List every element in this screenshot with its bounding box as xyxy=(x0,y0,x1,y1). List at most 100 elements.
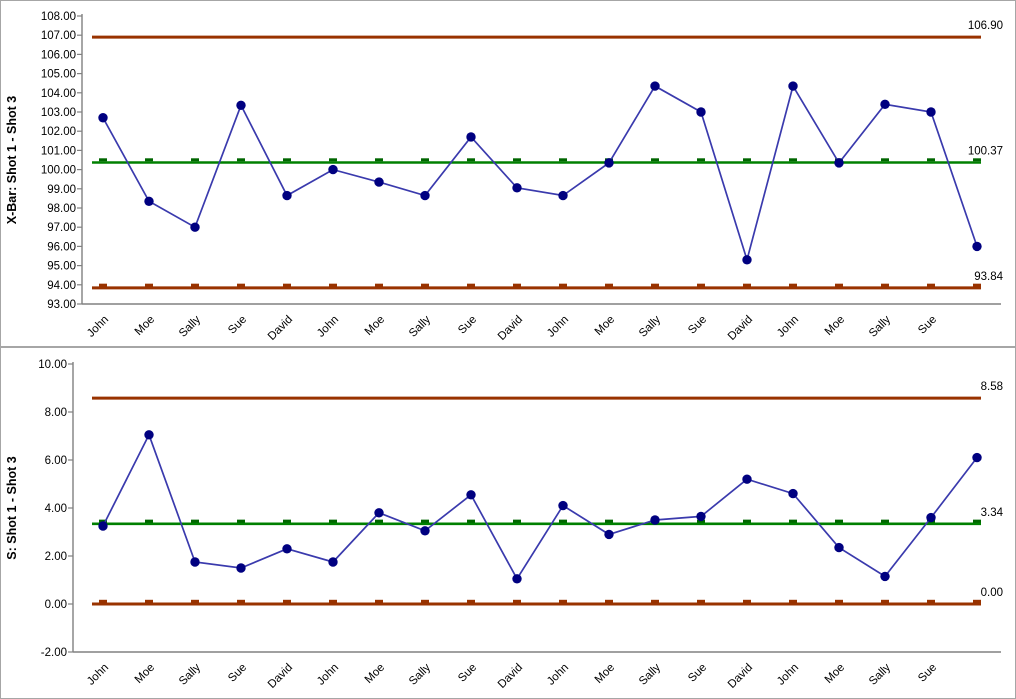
data-point[interactable] xyxy=(144,430,154,440)
center-dash-marker xyxy=(973,158,981,162)
data-point[interactable] xyxy=(236,100,246,110)
x-category-label: Sue xyxy=(456,314,479,337)
lcl-dash-marker xyxy=(605,599,613,603)
lcl-dash-marker xyxy=(743,283,751,287)
x-category-label: John xyxy=(315,314,341,340)
data-point[interactable] xyxy=(834,542,844,553)
center-dash-marker xyxy=(513,519,521,523)
lcl-dash-marker xyxy=(329,599,337,603)
data-point[interactable] xyxy=(650,81,660,91)
center-dash-marker xyxy=(697,158,705,162)
x-category-label: Moe xyxy=(363,662,387,686)
data-point[interactable] xyxy=(558,190,568,201)
lcl-dash-marker xyxy=(881,599,889,603)
data-point[interactable] xyxy=(374,177,384,187)
y-tick-label: 103.00 xyxy=(41,107,76,119)
center-dash-marker xyxy=(881,158,889,162)
x-category-label: John xyxy=(775,662,801,688)
data-point[interactable] xyxy=(374,508,384,518)
lcl-dash-marker xyxy=(973,599,981,603)
s-chart-panel[interactable]: 10.00 8.00 6.00 4.00 2.00 0.00 -2.00 8.58 3.34 0.… xyxy=(0,347,1016,699)
data-point[interactable] xyxy=(512,574,522,584)
lcl-dash-marker xyxy=(835,599,843,603)
center-dash-marker xyxy=(145,158,153,162)
lcl-dash-marker xyxy=(145,599,153,603)
data-point[interactable] xyxy=(282,544,292,554)
series-line xyxy=(102,83,978,263)
center-dash-marker xyxy=(375,519,383,523)
data-point[interactable] xyxy=(466,490,476,500)
y-tick-label: 10.00 xyxy=(38,359,67,371)
data-point[interactable] xyxy=(466,132,476,142)
y-tick-label: 94.00 xyxy=(47,280,76,292)
x-category-label: David xyxy=(726,314,755,343)
center-dash-marker xyxy=(467,519,475,523)
center-dash-marker xyxy=(191,158,199,162)
data-point[interactable] xyxy=(926,512,936,523)
s-chart-svg: 10.00 8.00 6.00 4.00 2.00 0.00 -2.00 8.58 3.34 0.… xyxy=(5,359,1004,691)
data-point[interactable] xyxy=(834,158,844,168)
data-point[interactable] xyxy=(972,241,982,252)
x-category-label: John xyxy=(775,314,801,340)
data-point[interactable] xyxy=(190,557,200,567)
y-tick-label: 98.00 xyxy=(47,203,76,215)
x-category-label: Sally xyxy=(867,313,893,339)
y-tick-label: 106.00 xyxy=(41,49,76,61)
data-point[interactable] xyxy=(650,515,660,525)
data-point[interactable] xyxy=(926,107,936,117)
data-point[interactable] xyxy=(98,521,108,531)
ucl-value-label: 106.90 xyxy=(968,20,1003,32)
data-point[interactable] xyxy=(972,452,982,463)
center-dash-marker xyxy=(881,519,889,523)
y-tick-label: -2.00 xyxy=(41,647,67,659)
lcl-dash-marker xyxy=(99,283,107,287)
data-point[interactable] xyxy=(190,222,200,232)
data-point[interactable] xyxy=(420,190,430,201)
data-point[interactable] xyxy=(604,158,614,168)
data-point[interactable] xyxy=(742,255,752,265)
x-category-label: David xyxy=(726,662,755,691)
lcl-dash-marker xyxy=(927,599,935,603)
lcl-dash-marker xyxy=(329,283,337,287)
lcl-dash-marker xyxy=(237,599,245,603)
data-point[interactable] xyxy=(880,99,890,110)
lcl-dash-marker xyxy=(881,283,889,287)
center-value-label: 100.37 xyxy=(968,145,1003,157)
center-dash-marker xyxy=(605,519,613,523)
data-point[interactable] xyxy=(420,526,430,536)
x-category-label: Moe xyxy=(823,314,847,338)
data-point[interactable] xyxy=(512,183,522,193)
y-tick-label: 107.00 xyxy=(41,30,76,42)
x-category-label: Moe xyxy=(363,314,387,338)
y-tick-label: 104.00 xyxy=(41,88,76,100)
data-point[interactable] xyxy=(696,107,706,117)
x-category-label: Sue xyxy=(686,662,709,685)
data-point[interactable] xyxy=(558,500,568,511)
data-point[interactable] xyxy=(236,563,246,573)
lcl-dash-marker xyxy=(513,599,521,603)
data-point[interactable] xyxy=(604,529,614,540)
data-point[interactable] xyxy=(98,113,108,123)
data-point[interactable] xyxy=(328,164,338,175)
center-dash-marker xyxy=(191,519,199,523)
center-dash-marker xyxy=(743,158,751,162)
center-dash-marker xyxy=(375,158,383,162)
xbar-chart-panel[interactable]: 108.00 107.00 106.00 105.00 104.00 103.00 102.… xyxy=(0,0,1016,347)
lcl-dash-marker xyxy=(375,283,383,287)
series-line xyxy=(102,432,978,581)
data-point[interactable] xyxy=(696,511,706,522)
data-point[interactable] xyxy=(880,571,890,582)
center-dash-marker xyxy=(789,519,797,523)
data-point[interactable] xyxy=(788,81,798,91)
data-point[interactable] xyxy=(282,190,292,201)
data-point[interactable] xyxy=(742,474,752,484)
lcl-dash-marker xyxy=(283,283,291,287)
lcl-dash-marker xyxy=(559,283,567,287)
data-point[interactable] xyxy=(144,196,154,206)
x-category-label: Sue xyxy=(686,314,709,337)
data-point[interactable] xyxy=(788,488,798,499)
center-dash-marker xyxy=(559,519,567,523)
lcl-dash-marker xyxy=(191,599,199,603)
lcl-dash-marker xyxy=(651,283,659,287)
data-point[interactable] xyxy=(328,557,338,567)
